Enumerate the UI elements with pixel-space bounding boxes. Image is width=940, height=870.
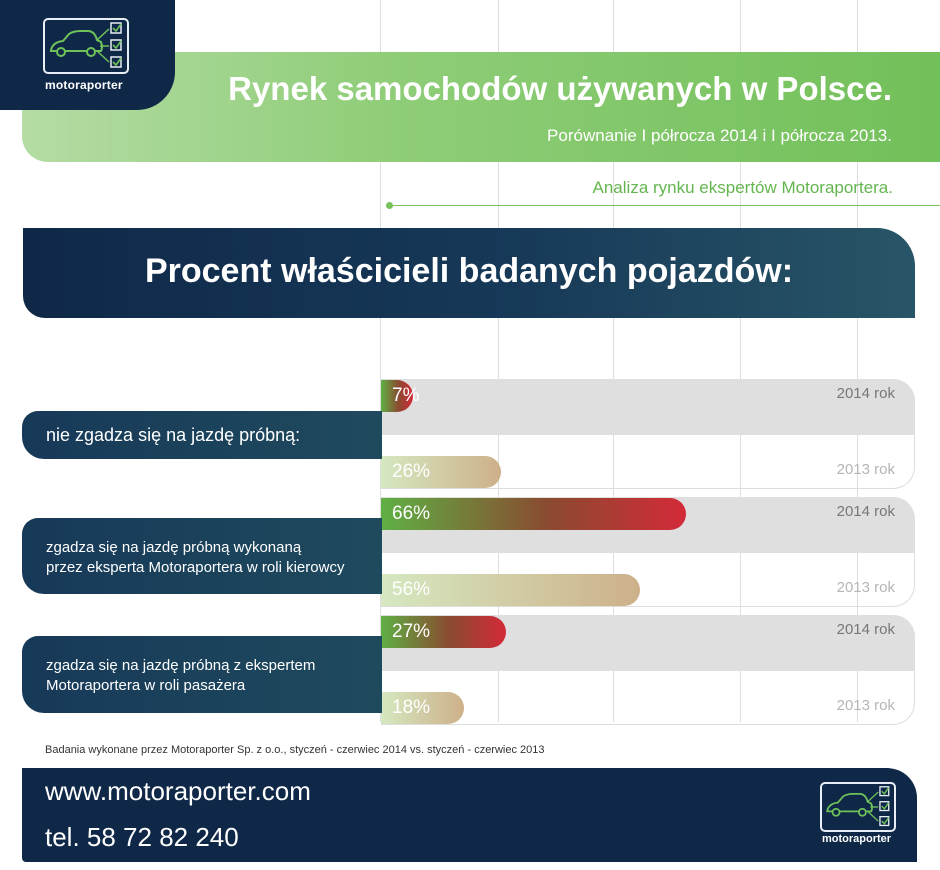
title-banner: Rynek samochodów używanych w Polsce. Por… bbox=[22, 52, 940, 162]
bar-2014: 7% bbox=[381, 380, 419, 412]
bar-value-label: 56% bbox=[392, 579, 431, 600]
bar-2013: 18% bbox=[381, 692, 464, 724]
website-link[interactable]: www.motoraporter.com bbox=[45, 776, 311, 806]
car-checklist-icon bbox=[43, 18, 129, 74]
series-year-label: 2013 rok bbox=[836, 697, 895, 714]
band-2014 bbox=[381, 379, 915, 435]
source-note: Badania wykonane przez Motoraporter Sp. … bbox=[45, 744, 545, 756]
bar-value-label: 27% bbox=[392, 621, 431, 642]
series-year-label: 2014 rok bbox=[836, 385, 895, 402]
bar-2013: 26% bbox=[381, 456, 501, 488]
page-title: Rynek samochodów używanych w Polsce. bbox=[228, 70, 892, 107]
section-header: Procent właścicieli badanych pojazdów: bbox=[23, 228, 915, 318]
category-label-no-test-drive: nie zgadza się na jazdę próbną: bbox=[22, 411, 382, 459]
category-text: zgadza się na jazdę próbną z ekspertem bbox=[46, 657, 316, 674]
logo-wordmark: motoraporter bbox=[45, 78, 123, 92]
analysis-dot bbox=[386, 202, 393, 209]
category-text: zgadza się na jazdę próbną wykonaną bbox=[46, 539, 302, 556]
footer: www.motoraporter.com tel. 58 72 82 240 m… bbox=[22, 768, 917, 862]
series-year-label: 2014 rok bbox=[836, 621, 895, 638]
grid-line bbox=[613, 0, 614, 722]
section-title: Procent właścicieli badanych pojazdów: bbox=[144, 252, 794, 290]
footer-logo-wordmark: motoraporter bbox=[822, 833, 892, 845]
grid-line bbox=[857, 0, 858, 722]
grid-line bbox=[740, 0, 741, 722]
phone-number: tel. 58 72 82 240 bbox=[45, 822, 239, 852]
bar-2013: 56% bbox=[381, 574, 640, 606]
page-subtitle: Porównanie I półrocza 2014 i I półrocza … bbox=[547, 126, 892, 145]
bar-value-label: 26% bbox=[392, 461, 431, 482]
category-label-expert-passenger: zgadza się na jazdę próbną z ekspertem M… bbox=[22, 636, 382, 713]
bar-value-label: 66% bbox=[392, 503, 431, 524]
logo-panel: motoraporter bbox=[0, 0, 175, 110]
grid-line bbox=[380, 0, 381, 722]
series-year-label: 2013 rok bbox=[836, 579, 895, 596]
bar-2014: 27% bbox=[381, 616, 506, 648]
category-text: nie zgadza się na jazdę próbną: bbox=[46, 425, 301, 445]
bar-value-label: 18% bbox=[392, 697, 431, 718]
car-checklist-icon bbox=[820, 782, 896, 832]
category-text: Motoraportera w roli pasażera bbox=[46, 677, 246, 694]
analysis-caption: Analiza rynku ekspertów Motoraportera. bbox=[592, 178, 893, 197]
grid-line bbox=[498, 0, 499, 722]
category-label-expert-driver: zgadza się na jazdę próbną wykonaną prze… bbox=[22, 518, 382, 594]
series-year-label: 2013 rok bbox=[836, 461, 895, 478]
bar-2014: 66% bbox=[381, 498, 686, 530]
analysis-rule bbox=[389, 205, 940, 206]
series-year-label: 2014 rok bbox=[836, 503, 895, 520]
category-text: przez eksperta Motoraportera w roli kier… bbox=[46, 559, 345, 576]
bar-value-label: 7% bbox=[392, 385, 420, 406]
